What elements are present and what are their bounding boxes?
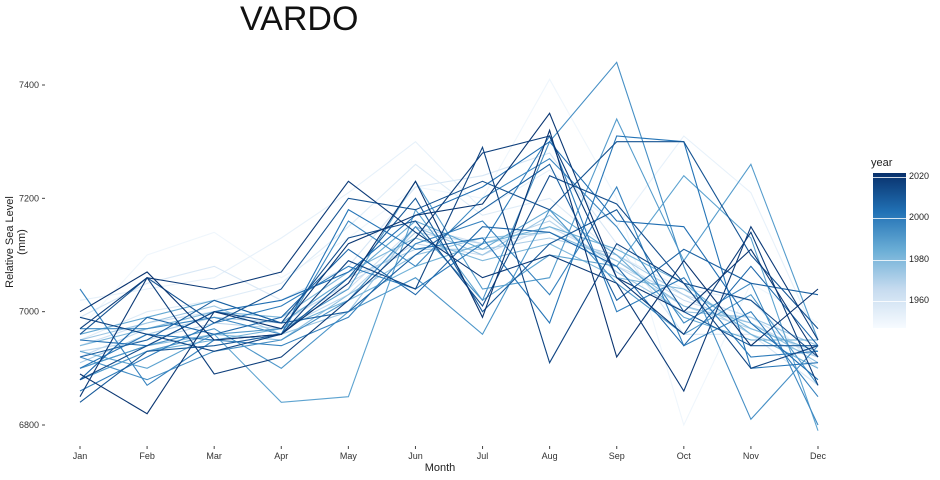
x-tick-label: Feb: [139, 451, 155, 461]
y-tick-label: 7000: [19, 307, 39, 317]
series-line-1950: [79, 78, 819, 427]
series-line-2018: [79, 135, 819, 386]
legend-colorbar: [873, 173, 906, 328]
x-tick-label: Jan: [73, 451, 88, 461]
y-tick-label: 7400: [19, 80, 39, 90]
x-tick-label: Apr: [274, 451, 288, 461]
series-line-2014: [79, 174, 819, 381]
series-line-2010: [79, 197, 818, 403]
x-axis-label: Month: [424, 462, 456, 474]
legend-tick-label: 2000: [909, 212, 930, 223]
y-axis-label: Relative Sea Level (mm): [4, 196, 28, 288]
series-line-1977: [79, 231, 819, 369]
legend-title: year: [871, 157, 893, 169]
y-tick-label: 7200: [19, 193, 39, 203]
series-line-1959: [79, 152, 819, 386]
legend-tick-label: 1980: [909, 253, 930, 264]
series-line-2019: [79, 180, 819, 397]
legend-tick-mark: [873, 301, 906, 303]
series-line-2016: [79, 145, 819, 369]
axes: 6800 7000 7200 7400 Jan Feb Mar Apr May Jun Jul Aug…: [19, 80, 827, 461]
series-line-1996: [80, 158, 819, 426]
x-tick-label: May: [340, 451, 358, 461]
x-tick-label: Dec: [810, 451, 827, 461]
series-line-2021: [79, 128, 819, 359]
x-tick-label: Mar: [206, 451, 222, 461]
series-line-2008: [79, 163, 819, 358]
chart-title: VARDO: [240, 0, 359, 38]
legend-tick-mark: [873, 218, 906, 220]
legend-tick-label: 1960: [909, 295, 930, 306]
x-tick-label: Nov: [743, 451, 760, 461]
x-tick-label: Sep: [609, 451, 625, 461]
series-line-1990: [79, 117, 819, 381]
series-line-2002: [79, 135, 819, 369]
legend-tick-mark: [873, 259, 906, 261]
series-line-1968: [79, 220, 819, 352]
series-line-2006: [79, 226, 819, 381]
x-tick-label: Jul: [477, 451, 489, 461]
x-tick-label: Jun: [408, 451, 423, 461]
series-line-1953: [79, 135, 819, 341]
x-tick-label: Aug: [542, 451, 558, 461]
legend-tick-mark: [873, 177, 906, 179]
y-tick-label: 6800: [19, 420, 39, 430]
legend-tick-label: 2020: [909, 171, 930, 182]
series-lines: [79, 61, 819, 431]
x-tick-label: Oct: [677, 451, 692, 461]
series-line-1974: [79, 214, 819, 347]
